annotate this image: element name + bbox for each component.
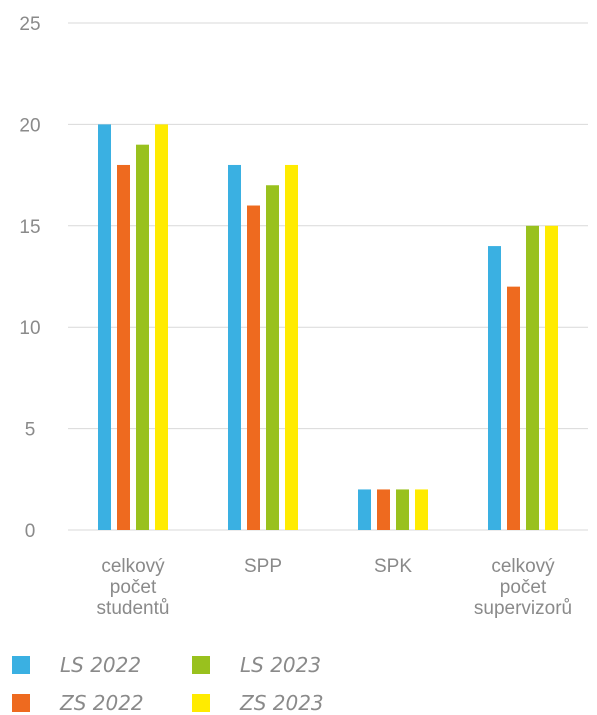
x-category-label-line: studentů — [97, 598, 170, 619]
y-tick-label-0: 0 — [25, 521, 36, 542]
x-category-label-line: počet — [500, 577, 547, 598]
y-tick-label-25: 25 — [19, 14, 40, 35]
legend-label-1: ZS 2022 — [59, 691, 144, 715]
bar-2-1 — [377, 489, 390, 530]
legend-label-3: ZS 2023 — [239, 691, 324, 715]
x-category-label-1: SPP — [244, 556, 282, 577]
bar-1-2 — [266, 185, 279, 531]
x-category-label-2: SPK — [374, 556, 412, 577]
x-category-label-3: celkový počet supervizorů — [474, 556, 572, 619]
y-tick-label-15: 15 — [19, 217, 40, 238]
bar-0-0 — [98, 124, 111, 531]
legend-swatch-3 — [192, 694, 210, 712]
bar-1-3 — [285, 164, 298, 530]
bar-3-0 — [488, 246, 501, 530]
bar-0-2 — [136, 144, 149, 530]
legend-label-2: LS 2023 — [240, 653, 321, 677]
x-category-label-line: SPK — [374, 556, 412, 577]
bar-3-2 — [526, 225, 539, 531]
x-category-label-0: celkový počet studentů — [97, 556, 170, 619]
legend-label-0: LS 2022 — [60, 653, 141, 677]
legend-swatch-2 — [192, 656, 210, 674]
y-tick-label-5: 5 — [25, 420, 36, 441]
bar-2-3 — [415, 489, 428, 530]
x-category-label-line: supervizorů — [474, 598, 572, 619]
x-category-label-line: celkový — [101, 556, 165, 577]
x-category-label-line: SPP — [244, 556, 282, 577]
bar-1-0 — [228, 164, 241, 530]
bar-0-1 — [117, 164, 130, 530]
x-category-label-line: celkový — [491, 556, 555, 577]
y-tick-label-20: 20 — [19, 115, 40, 136]
bar-2-0 — [358, 489, 371, 530]
legend-swatch-1 — [12, 694, 30, 712]
bar-3-3 — [545, 225, 558, 531]
bar-2-2 — [396, 489, 409, 530]
legend-swatch-0 — [12, 656, 30, 674]
y-tick-label-10: 10 — [19, 318, 40, 339]
bar-3-1 — [507, 286, 520, 530]
bar-0-3 — [155, 124, 168, 531]
bar-1-1 — [247, 205, 260, 530]
x-category-label-line: počet — [110, 577, 157, 598]
